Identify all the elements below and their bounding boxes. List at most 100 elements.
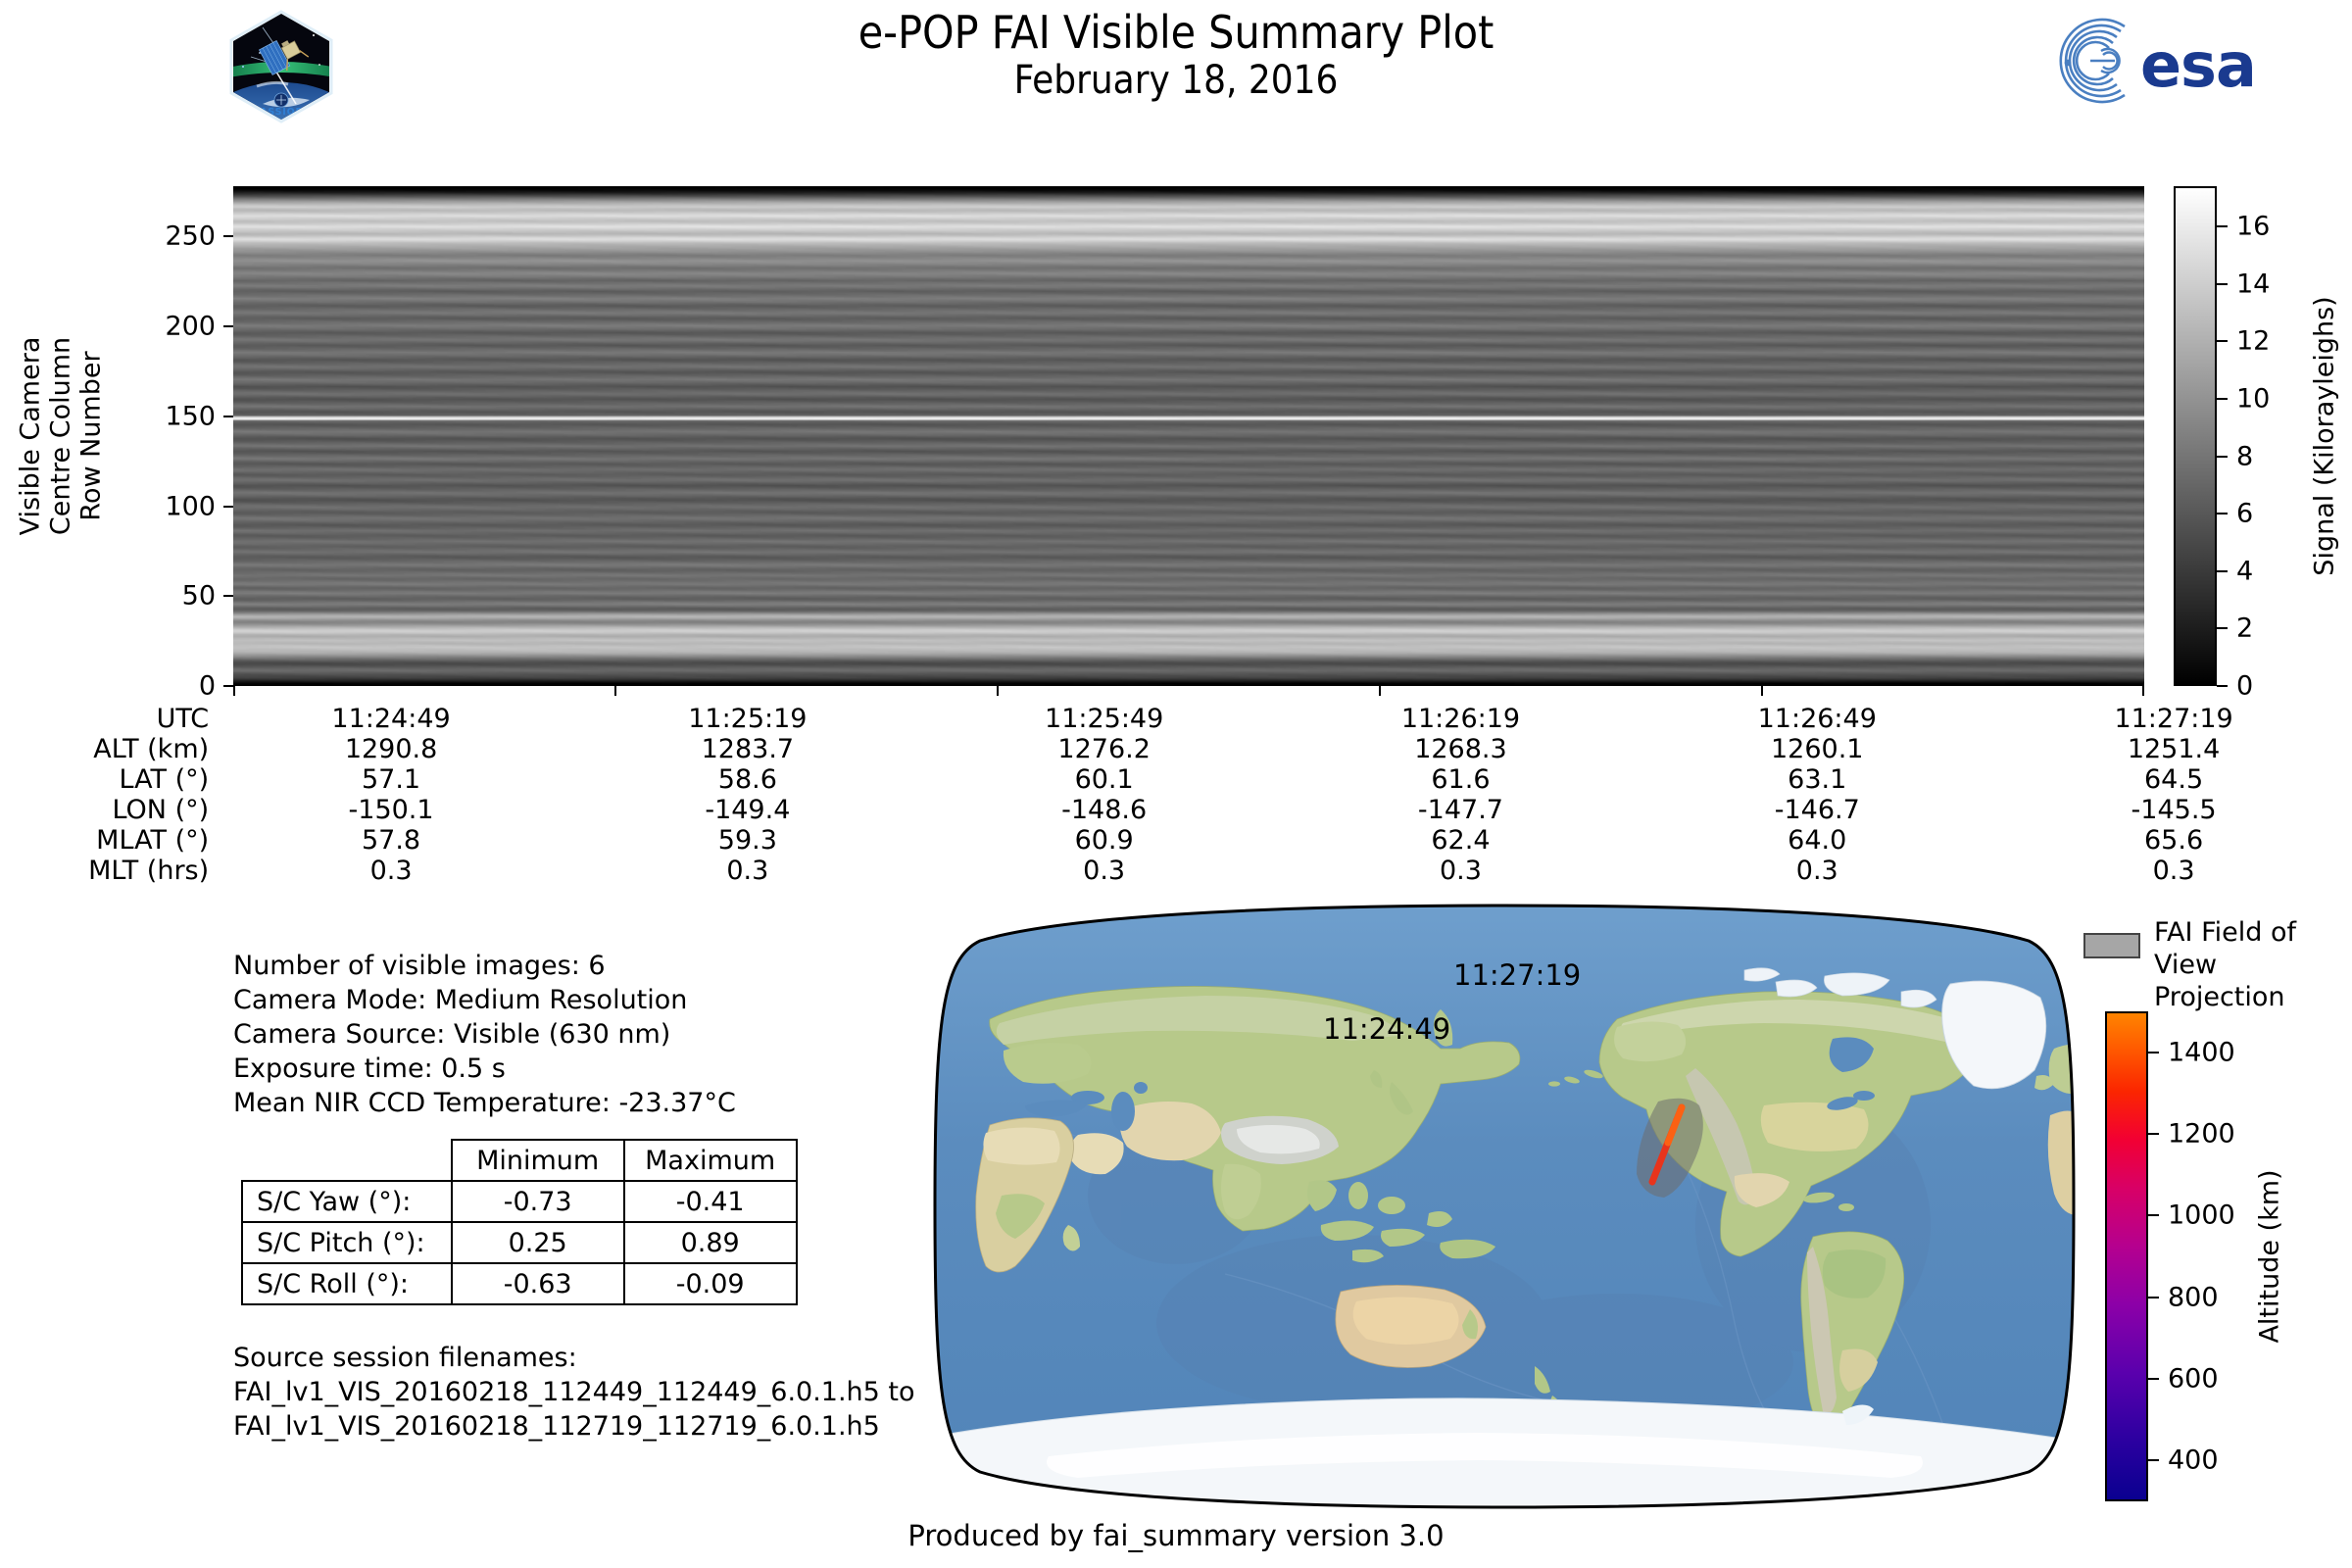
colorbar-tick-mark — [2217, 569, 2228, 572]
ephemeris-cell: -150.1 — [348, 795, 434, 825]
colorbar-tick-mark — [2217, 627, 2228, 630]
ephemeris-cell: 11:24:49 — [331, 704, 451, 734]
attitude-header-row: Minimum Maximum — [242, 1139, 798, 1182]
y-tick-mark — [223, 325, 233, 328]
altitude-tick-label: 1400 — [2168, 1037, 2235, 1068]
ephemeris-cell: 57.1 — [361, 764, 421, 795]
ephemeris-cell: 0.3 — [369, 856, 413, 886]
colorbar-tick-mark — [2217, 685, 2228, 687]
ephemeris-cell: -145.5 — [2131, 795, 2217, 825]
colorbar-tick-label: 10 — [2236, 383, 2271, 415]
x-tick-mark — [2142, 686, 2144, 696]
fov-legend-line-1: FAI Field of — [2154, 917, 2296, 948]
x-tick-mark — [614, 686, 616, 696]
ephemeris-cell: 64.0 — [1788, 825, 1847, 856]
ephemeris-cell: 1260.1 — [1771, 734, 1864, 764]
altitude-tick-mark — [2148, 1133, 2159, 1135]
session-info: Number of visible images: 6 Camera Mode: … — [233, 949, 736, 1120]
title-primary: e-POP FAI Visible Summary Plot — [858, 6, 1494, 59]
altitude-tick-mark — [2148, 1051, 2159, 1054]
colorbar-tick-mark — [2217, 225, 2228, 228]
ephemeris-cell: 11:26:19 — [1400, 704, 1521, 734]
attitude-value-cell: 0.25 — [450, 1221, 625, 1264]
attitude-value-cell: -0.63 — [450, 1262, 625, 1305]
keogram-y-axis: 0 50 100 150 200 250 — [106, 186, 233, 702]
ephemeris-row: MLAT (°) 57.8 59.3 60.9 62.4 64.0 65.6 — [0, 825, 2352, 856]
filenames-heading: Source session filenames: — [233, 1343, 577, 1373]
fov-legend-label: FAI Field of View Projection — [2154, 917, 2352, 1014]
world-map[interactable] — [931, 902, 2078, 1511]
source-filenames: Source session filenames: FAI_lv1_VIS_20… — [233, 1341, 915, 1444]
map-start-time-label: 11:24:49 — [1323, 1012, 1451, 1046]
session-info-line: Camera Source: Visible (630 nm) — [233, 1019, 671, 1051]
ylabel-line-2: Centre Column — [45, 336, 76, 536]
ephemeris-row-label: ALT (km) — [93, 734, 210, 764]
altitude-tick-mark — [2148, 1214, 2159, 1217]
signal-colorbar[interactable] — [2174, 186, 2217, 686]
keogram-plot[interactable] — [233, 186, 2144, 686]
attitude-row-label: S/C Pitch (°): — [241, 1221, 453, 1264]
ephemeris-row: LON (°) -150.1 -149.4 -148.6 -147.7 -146.7 -14… — [0, 795, 2352, 825]
altitude-tick-label: 1000 — [2168, 1200, 2235, 1231]
ephemeris-cell: 0.3 — [1083, 856, 1126, 886]
x-tick-mark — [997, 686, 999, 696]
altitude-tick-label: 800 — [2168, 1282, 2219, 1313]
keogram-heatmap — [233, 186, 2144, 686]
ephemeris-cell: 0.3 — [1795, 856, 1838, 886]
attitude-column-header: Minimum — [450, 1139, 625, 1182]
ephemeris-cell: -146.7 — [1774, 795, 1860, 825]
signal-colorbar-ticks: 0 2 4 6 8 10 12 14 16 — [2217, 186, 2305, 702]
altitude-colorbar-ticks: 400 600 800 1000 1200 1400 — [2148, 1011, 2256, 1501]
colorbar-tick-label: 16 — [2236, 211, 2271, 242]
colorbar-tick-mark — [2217, 513, 2228, 515]
signal-colorbar-label: Signal (Kilorayleighs) — [2309, 296, 2340, 576]
altitude-tick-label: 600 — [2168, 1363, 2219, 1395]
ephemeris-cell: 1251.4 — [2127, 734, 2221, 764]
ephemeris-cell: 61.6 — [1431, 764, 1491, 795]
ephemeris-row: LAT (°) 57.1 58.6 60.1 61.6 63.1 64.5 — [0, 764, 2352, 795]
y-tick-label: 0 — [198, 670, 216, 702]
session-info-line: Mean NIR CCD Temperature: -23.37°C — [233, 1088, 736, 1119]
altitude-tick-mark — [2148, 1459, 2159, 1462]
altitude-colorbar[interactable] — [2105, 1011, 2148, 1501]
attitude-row-label: S/C Yaw (°): — [241, 1180, 453, 1223]
x-tick-mark — [233, 686, 235, 696]
filename-2: FAI_lv1_VIS_20160218_112719_112719_6.0.1… — [233, 1411, 880, 1443]
colorbar-tick-label: 2 — [2236, 612, 2254, 644]
ylabel-line-1: Visible Camera — [15, 336, 46, 536]
ephemeris-row-label: MLAT (°) — [96, 825, 210, 856]
filename-1: FAI_lv1_VIS_20160218_112449_112449_6.0.1… — [233, 1377, 915, 1408]
ephemeris-cell: -147.7 — [1417, 795, 1503, 825]
colorbar-tick-label: 8 — [2236, 441, 2254, 472]
ephemeris-cell: 11:25:49 — [1045, 704, 1164, 734]
altitude-tick-mark — [2148, 1296, 2159, 1298]
ephemeris-cell: 62.4 — [1431, 825, 1491, 856]
session-info-line: Exposure time: 0.5 s — [233, 1054, 506, 1085]
keogram-x-axis — [233, 686, 2144, 700]
attitude-row: S/C Roll (°): -0.63 -0.09 — [241, 1262, 798, 1305]
ephemeris-cell: 0.3 — [1439, 856, 1482, 886]
ephemeris-cell: 0.3 — [2152, 856, 2195, 886]
attitude-row: S/C Pitch (°): 0.25 0.89 — [241, 1221, 798, 1264]
altitude-tick-label: 1200 — [2168, 1118, 2235, 1150]
attitude-column-header: Maximum — [622, 1139, 798, 1182]
ephemeris-cell: 0.3 — [726, 856, 769, 886]
ephemeris-cell: 58.6 — [717, 764, 777, 795]
ephemeris-row: MLT (hrs) 0.3 0.3 0.3 0.3 0.3 0.3 — [0, 856, 2352, 886]
altitude-tick-label: 400 — [2168, 1445, 2219, 1476]
title-date: February 18, 2016 — [1013, 57, 1339, 103]
session-info-line: Camera Mode: Medium Resolution — [233, 985, 688, 1016]
ephemeris-cell: 63.1 — [1788, 764, 1847, 795]
ephemeris-cell: 60.9 — [1074, 825, 1134, 856]
cassiope-logo: CASSIOPE — [227, 10, 335, 123]
svg-text:CASSIOPE: CASSIOPE — [252, 107, 310, 118]
ylabel-line-3: Row Number — [75, 351, 107, 521]
ephemeris-cell: 11:27:19 — [2114, 704, 2233, 734]
colorbar-tick-label: 14 — [2236, 269, 2271, 300]
altitude-tick-mark — [2148, 1378, 2159, 1380]
y-tick-mark — [223, 685, 233, 687]
attitude-value-cell: -0.09 — [622, 1262, 798, 1305]
ephemeris-cell: 1290.8 — [344, 734, 438, 764]
attitude-table: Minimum Maximum S/C Yaw (°): -0.73 -0.41 S/C … — [241, 1139, 798, 1305]
colorbar-tick-mark — [2217, 397, 2228, 400]
